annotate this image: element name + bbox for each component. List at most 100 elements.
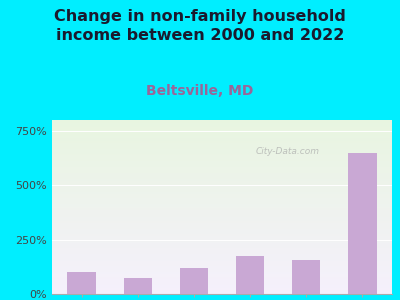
Bar [52, 142, 392, 143]
Bar [52, 171, 392, 172]
Bar [52, 180, 392, 181]
Bar [52, 247, 392, 248]
Bar [52, 245, 392, 246]
Bar [52, 271, 392, 272]
Bar [52, 122, 392, 123]
Bar [52, 292, 392, 293]
Bar [52, 234, 392, 235]
Bar [52, 256, 392, 257]
Bar [52, 196, 392, 197]
Bar [52, 228, 392, 229]
Bar [52, 275, 392, 276]
Bar [52, 217, 392, 218]
Bar [52, 134, 392, 135]
Bar [52, 216, 392, 217]
Bar [52, 143, 392, 144]
Bar [52, 130, 392, 131]
Bar [52, 254, 392, 255]
Bar [52, 175, 392, 176]
Bar [52, 208, 392, 209]
Bar [52, 268, 392, 269]
Bar [52, 241, 392, 242]
Bar [52, 249, 392, 250]
Bar [52, 192, 392, 193]
Bar [52, 270, 392, 271]
Bar [52, 141, 392, 142]
Bar [52, 147, 392, 148]
Bar [52, 195, 392, 196]
Bar [52, 232, 392, 233]
Bar [52, 255, 392, 256]
Bar [52, 258, 392, 259]
Bar [52, 236, 392, 237]
Bar [52, 194, 392, 195]
Bar [52, 225, 392, 226]
Bar [52, 181, 392, 182]
Bar [52, 151, 392, 152]
Bar [52, 248, 392, 249]
Bar [52, 201, 392, 202]
Bar [52, 269, 392, 270]
Bar [52, 149, 392, 150]
Bar [52, 251, 392, 252]
Bar [52, 164, 392, 165]
Bar [52, 120, 392, 121]
Bar [52, 165, 392, 166]
Bar [52, 162, 392, 163]
Bar [52, 226, 392, 227]
Bar [52, 159, 392, 160]
Bar [180, 268, 208, 294]
Bar [52, 129, 392, 130]
Bar [52, 169, 392, 170]
Bar [52, 219, 392, 220]
Bar [52, 246, 392, 247]
Bar [52, 203, 392, 204]
Bar [52, 155, 392, 156]
Bar [52, 214, 392, 215]
Bar [52, 197, 392, 198]
Bar [52, 163, 392, 164]
Bar [52, 211, 392, 212]
Bar [52, 220, 392, 221]
Bar [52, 224, 392, 225]
Bar [52, 282, 392, 283]
Bar [52, 173, 392, 174]
Bar [52, 161, 392, 162]
Bar [52, 262, 392, 263]
Bar [52, 242, 392, 243]
Bar [52, 150, 392, 151]
Bar [52, 244, 392, 245]
Bar [52, 218, 392, 219]
Bar [52, 230, 392, 231]
Bar [52, 135, 392, 136]
Bar [52, 253, 392, 254]
Bar [52, 239, 392, 240]
Bar [52, 284, 392, 285]
Bar [52, 178, 392, 179]
Bar [52, 213, 392, 214]
Bar [52, 124, 392, 125]
Bar [52, 291, 392, 292]
Bar [52, 160, 392, 161]
Bar [52, 281, 392, 282]
Bar [52, 127, 392, 128]
Bar [52, 186, 392, 187]
Bar [52, 156, 392, 157]
Bar [236, 256, 264, 294]
Bar [52, 237, 392, 238]
Bar [52, 139, 392, 140]
Bar [52, 152, 392, 153]
Bar [52, 148, 392, 149]
Bar [52, 289, 392, 290]
Bar [52, 170, 392, 171]
Bar [52, 174, 392, 175]
Bar [52, 243, 392, 244]
Bar [52, 145, 392, 146]
Bar [52, 144, 392, 145]
Text: City-Data.com: City-Data.com [256, 147, 320, 156]
Bar [52, 261, 392, 262]
Bar [52, 267, 392, 268]
Text: Change in non-family household
income between 2000 and 2022: Change in non-family household income be… [54, 9, 346, 43]
Bar [52, 200, 392, 201]
Bar [52, 184, 392, 185]
